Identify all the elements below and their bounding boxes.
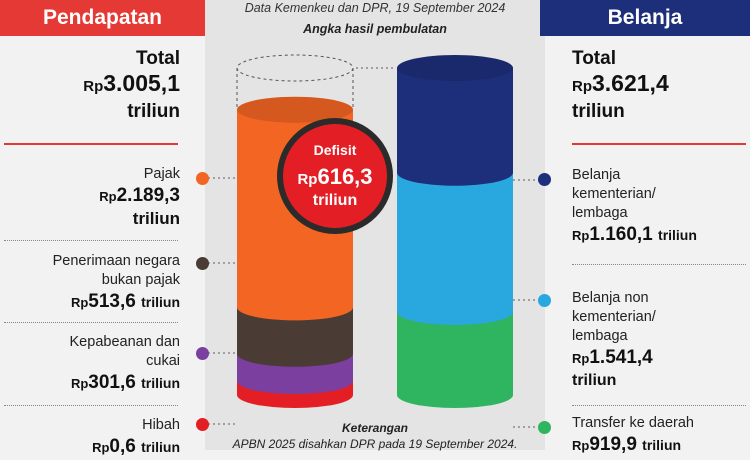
item-value: Rp1.541,4 [572, 346, 750, 371]
cylinder-segment [397, 172, 513, 325]
item-currency: Rp [572, 228, 590, 243]
item-unit: triliun [141, 439, 180, 455]
deficit-value: Rp616,3 [278, 164, 392, 190]
revenue-separator [4, 322, 178, 323]
deficit-label: Defisit [313, 142, 357, 158]
item-amount: 513,6 [88, 291, 136, 312]
item-currency: Rp [572, 438, 590, 453]
deficit-badge-inner [283, 124, 387, 228]
revenue-total-amount: 3.005,1 [103, 70, 180, 96]
spending-cylinder [397, 55, 513, 408]
item-unit: triliun [642, 437, 682, 453]
item-unit: triliun [572, 372, 617, 389]
item-unit: triliun [132, 209, 180, 228]
item-label: Penerimaan negara [52, 253, 180, 269]
deficit-currency: Rp [297, 171, 318, 188]
cylinder-segment [397, 68, 513, 186]
item-label: Belanja non [572, 290, 649, 306]
legend-dot-tkd [538, 421, 551, 434]
spending-item-non-kl: Belanja non kementerian/ lembaga Rp1.541… [572, 289, 750, 390]
item-label: cukai [146, 353, 180, 369]
spending-total: Total Rp3.621,4 triliun [572, 48, 750, 124]
spending-header: Belanja [540, 0, 750, 36]
item-value: Rp513,6 triliun [0, 290, 180, 315]
item-currency: Rp [70, 295, 89, 310]
item-unit: triliun [141, 294, 180, 310]
item-label: lembaga [572, 328, 628, 344]
legend-dot-kl [538, 173, 551, 186]
spending-divider [572, 143, 746, 145]
revenue-divider [4, 143, 178, 145]
item-amount: 919,9 [589, 434, 637, 455]
revenue-total-currency: Rp [83, 78, 104, 95]
spending-total-value: Rp3.621,4 [572, 70, 750, 100]
spending-item-kl: Belanja kementerian/ lembaga Rp1.160,1 t… [572, 166, 750, 248]
item-currency: Rp [70, 376, 89, 391]
note-text: APBN 2025 disahkan DPR pada 19 September… [232, 437, 518, 451]
legend-dot-non-kl [538, 294, 551, 307]
cylinder-segment [397, 311, 513, 408]
item-amount: 301,6 [88, 372, 136, 393]
item-value: Rp2.189,3 [0, 184, 180, 209]
revenue-item-pajak: Pajak Rp2.189,3 triliun [0, 165, 180, 229]
cylinder-chart [203, 54, 545, 428]
revenue-total-unit: triliun [127, 101, 180, 122]
item-label: kementerian/ [572, 186, 656, 202]
ghost-outline [236, 68, 354, 110]
legend-dot-pnbp [196, 257, 209, 270]
item-currency: Rp [99, 189, 117, 204]
spending-total-label: Total [572, 48, 616, 69]
deficit-badge [277, 118, 393, 234]
item-unit: triliun [141, 375, 180, 391]
spending-separator [572, 264, 746, 265]
revenue-total-label: Total [136, 48, 180, 69]
item-unit: triliun [658, 227, 697, 243]
legend-dot-pajak [196, 172, 209, 185]
revenue-item-hibah: Hibah Rp0,6 triliun [0, 416, 180, 460]
deficit-unit: triliun [312, 192, 358, 209]
revenue-item-pnbp: Penerimaan negara bukan pajak Rp513,6 tr… [0, 252, 180, 315]
note-title: Keterangan [341, 421, 409, 435]
item-currency: Rp [92, 440, 110, 455]
revenue-total: Total Rp3.005,1 triliun [0, 48, 180, 124]
item-label: Hibah [142, 417, 180, 433]
revenue-separator [4, 405, 178, 406]
revenue-separator [4, 240, 178, 241]
item-label: Transfer ke daerah [572, 415, 694, 431]
deficit-amount: 616,3 [317, 164, 373, 189]
item-value: Rp301,6 triliun [0, 371, 180, 396]
spending-separator [572, 405, 746, 406]
spending-total-amount: 3.621,4 [592, 70, 669, 96]
legend-dot-kepabeanan [196, 347, 209, 360]
item-amount: 2.189,3 [116, 185, 180, 206]
revenue-total-value: Rp3.005,1 [0, 70, 180, 100]
item-label: lembaga [572, 205, 628, 221]
item-amount: 1.160,1 [589, 224, 653, 245]
spending-item-tkd: Transfer ke daerah Rp919,9 triliun [572, 414, 750, 458]
item-label: Pajak [143, 166, 180, 182]
item-amount: 0,6 [109, 436, 136, 457]
item-label: bukan pajak [101, 272, 180, 288]
revenue-item-kepabeanan: Kepabeanan dan cukai Rp301,6 triliun [0, 333, 180, 396]
cylinder-segment [237, 307, 353, 367]
ghost-top [236, 54, 354, 82]
cylinder-segment-top [397, 55, 513, 81]
spending-total-unit: triliun [572, 101, 625, 122]
item-amount: 1.541,4 [589, 347, 653, 368]
revenue-header: Pendapatan [0, 0, 205, 36]
cylinder-segment-top [237, 96, 353, 123]
item-label: kementerian/ [572, 309, 656, 325]
item-value: Rp919,9 triliun [572, 433, 750, 458]
item-value: Rp1.160,1 triliun [572, 223, 750, 248]
spending-total-currency: Rp [572, 78, 592, 95]
rounding-note: Angka hasil pembulatan [303, 22, 447, 36]
source-note: Data Kemenkeu dan DPR, 19 September 2024 [244, 1, 506, 15]
legend-dot-hibah [196, 418, 209, 431]
item-label: Belanja [572, 167, 621, 183]
item-value: Rp0,6 triliun [0, 435, 180, 460]
item-currency: Rp [572, 351, 590, 366]
item-label: Kepabeanan dan [69, 334, 180, 350]
